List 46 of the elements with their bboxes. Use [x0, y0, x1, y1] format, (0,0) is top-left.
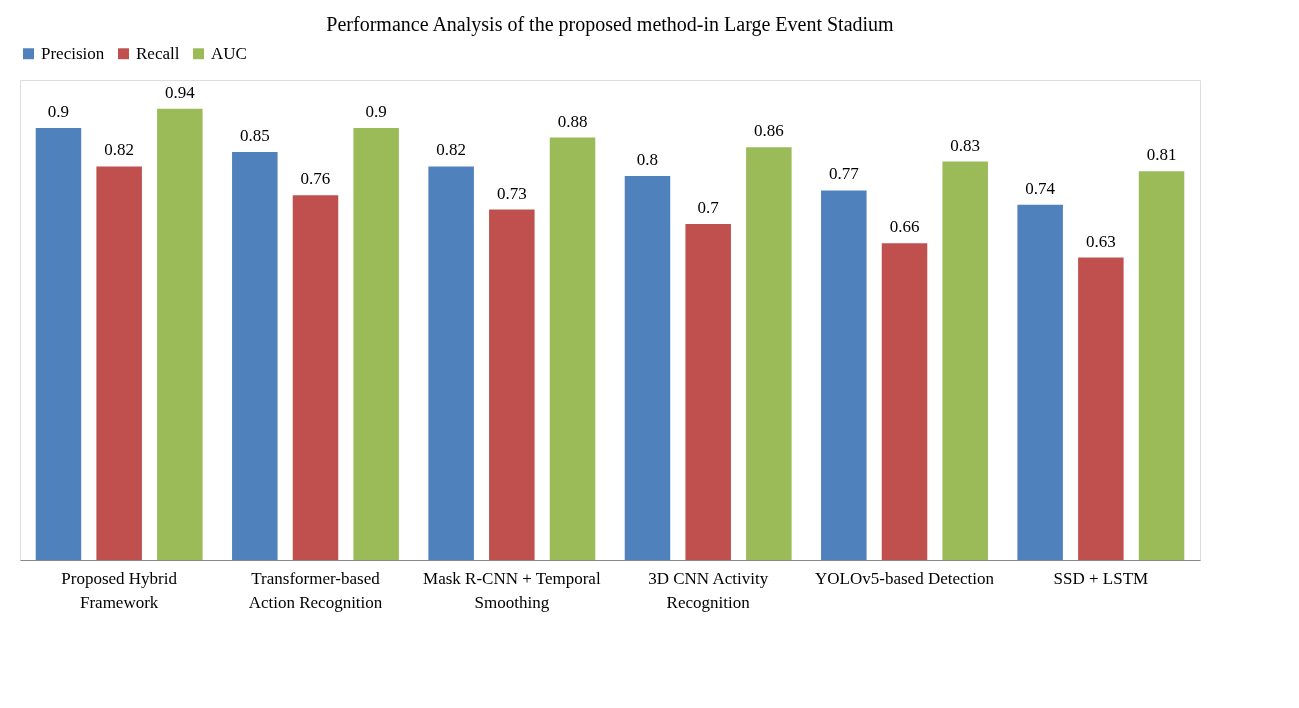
- data-label: 0.85: [239, 126, 270, 145]
- x-tick-label: 3D CNN Activity Recognition: [648, 568, 769, 612]
- data-label: 0.76: [300, 169, 331, 189]
- data-label: 0.82: [436, 140, 467, 160]
- bar: [489, 209, 535, 560]
- bar: [624, 176, 671, 560]
- legend-label: Recall: [136, 43, 180, 63]
- data-label: 0.9: [365, 102, 387, 121]
- bar: [96, 166, 142, 560]
- x-tick-label: YOLOv5-based Detection: [815, 568, 995, 588]
- bar: [746, 147, 792, 560]
- chart-title: Performance Analysis of the proposed method-in Large Event Stadium: [326, 13, 895, 36]
- data-label: 0.9: [47, 102, 70, 121]
- data-label: 0.63: [1085, 231, 1116, 251]
- data-label: 0.74: [1025, 178, 1056, 198]
- data-label: 0.73: [496, 183, 527, 203]
- bar: [353, 128, 399, 560]
- data-label: 0.94: [164, 82, 196, 102]
- legend-label: Precision: [41, 43, 105, 63]
- data-label: 0.8: [636, 150, 659, 169]
- data-label: 0.86: [753, 121, 784, 141]
- data-label: 0.83: [950, 135, 981, 155]
- bar: [881, 243, 928, 560]
- x-tick-label: Mask R-CNN + Temporal Smoothing: [423, 568, 601, 612]
- data-label: 0.81: [1146, 145, 1177, 165]
- bar: [157, 108, 203, 560]
- bar: [232, 152, 278, 560]
- data-label: 0.88: [557, 111, 588, 131]
- data-label: 0.82: [104, 140, 135, 160]
- x-tick-label: Transformer-based Action Recognition: [248, 568, 383, 612]
- x-tick-label: SSD + LSTM: [1053, 568, 1149, 588]
- bar: [821, 190, 867, 560]
- x-tick-label: Proposed Hybrid Framework: [61, 568, 178, 612]
- data-label: 0.66: [889, 217, 920, 237]
- bar: [35, 128, 82, 560]
- bar: [1138, 171, 1185, 560]
- bar: [292, 195, 339, 560]
- bar: [549, 137, 596, 560]
- data-label: 0.77: [828, 164, 860, 184]
- data-label: 0.7: [697, 198, 720, 217]
- bar: [1078, 257, 1124, 560]
- bar: [942, 161, 988, 560]
- legend-label: AUC: [211, 43, 247, 63]
- bar: [428, 166, 474, 560]
- bar: [685, 224, 731, 560]
- bar: [1017, 204, 1063, 560]
